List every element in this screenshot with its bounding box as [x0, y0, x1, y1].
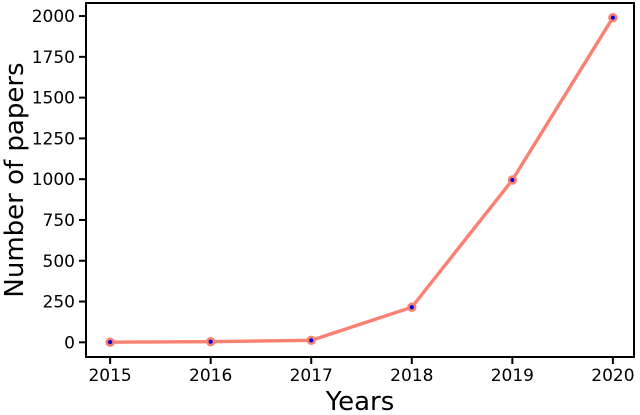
y-tick-label: 750 — [43, 211, 75, 231]
y-axis-ticks: 0 250 500 750 1000 1250 1500 1750 2000 — [32, 7, 86, 353]
y-tick-label: 2000 — [32, 7, 75, 27]
y-tick-label: 1750 — [32, 48, 75, 68]
data-point-marker — [507, 175, 518, 185]
data-point-marker — [407, 302, 417, 312]
x-tick-label: 2018 — [390, 366, 433, 386]
y-tick-label: 0 — [64, 333, 75, 353]
y-tick-label: 250 — [43, 293, 75, 313]
plot-border — [85, 2, 635, 358]
data-point-marker — [608, 12, 618, 23]
data-series — [105, 12, 618, 347]
data-point-marker — [306, 335, 316, 346]
x-tick-label: 2016 — [189, 366, 232, 386]
y-tick-label: 1500 — [32, 89, 75, 109]
x-tick-label: 2015 — [88, 366, 131, 386]
papers-line — [108, 15, 615, 344]
data-point-marker — [105, 337, 115, 347]
y-tick-label: 500 — [43, 252, 75, 272]
y-tick-label: 1000 — [32, 170, 75, 190]
y-axis-label: Number of papers — [0, 62, 30, 297]
data-point-marker — [205, 336, 216, 347]
x-tick-label: 2020 — [591, 366, 634, 386]
x-axis-ticks: 2015 2016 2017 2018 2019 2020 — [88, 357, 635, 386]
y-tick-label: 1250 — [32, 129, 75, 149]
x-tick-label: 2017 — [290, 366, 333, 386]
x-tick-label: 2019 — [491, 366, 534, 386]
x-axis-label: Years — [325, 387, 395, 415]
